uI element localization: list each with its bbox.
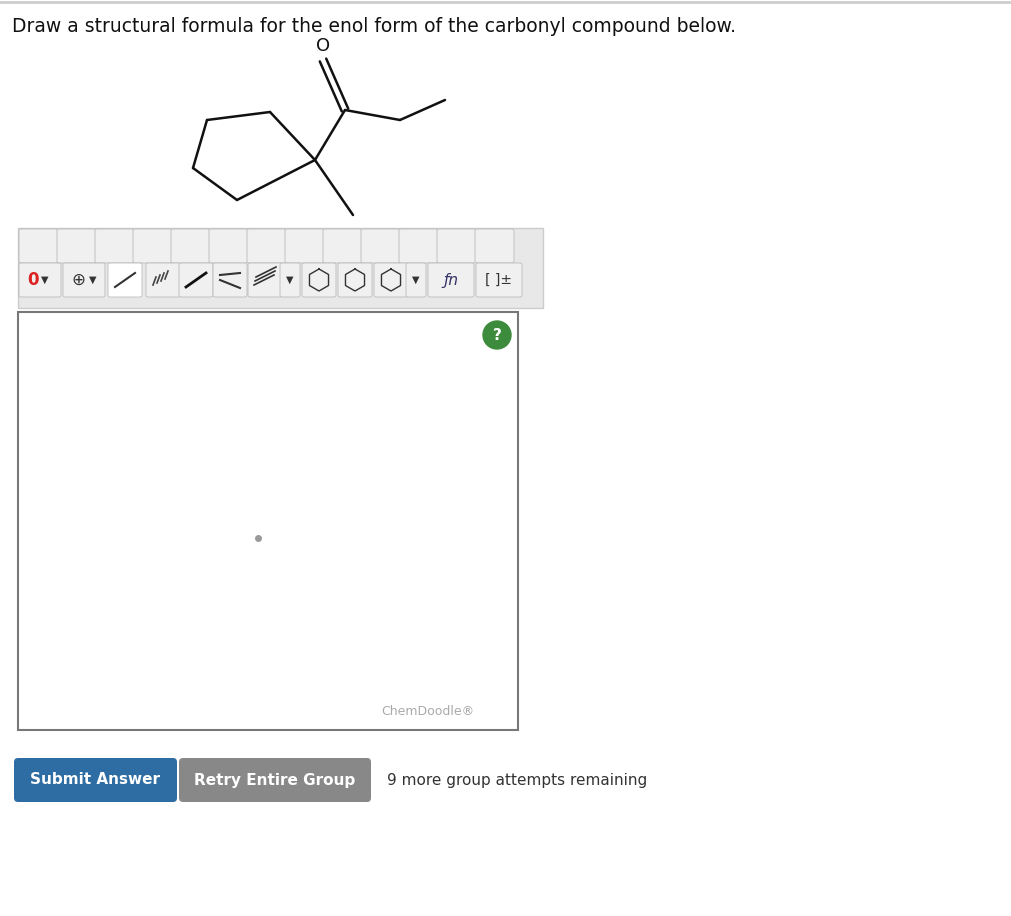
- Text: ƒn: ƒn: [443, 272, 458, 288]
- FancyBboxPatch shape: [57, 229, 96, 263]
- FancyBboxPatch shape: [285, 229, 324, 263]
- FancyBboxPatch shape: [428, 263, 473, 297]
- Text: ChemDoodle®: ChemDoodle®: [381, 705, 474, 718]
- FancyBboxPatch shape: [405, 263, 426, 297]
- FancyBboxPatch shape: [209, 229, 248, 263]
- Text: ?: ?: [492, 328, 500, 343]
- FancyBboxPatch shape: [474, 229, 514, 263]
- FancyBboxPatch shape: [171, 229, 210, 263]
- Bar: [18, 312, 518, 730]
- Text: ⊕: ⊕: [71, 271, 85, 289]
- FancyBboxPatch shape: [398, 229, 438, 263]
- FancyBboxPatch shape: [95, 229, 133, 263]
- FancyBboxPatch shape: [437, 229, 475, 263]
- FancyBboxPatch shape: [475, 263, 522, 297]
- FancyBboxPatch shape: [361, 229, 399, 263]
- FancyBboxPatch shape: [132, 229, 172, 263]
- Text: Draw a structural formula for the enol form of the carbonyl compound below.: Draw a structural formula for the enol f…: [12, 16, 735, 36]
- FancyBboxPatch shape: [179, 758, 371, 802]
- FancyBboxPatch shape: [108, 263, 142, 297]
- FancyBboxPatch shape: [301, 263, 336, 297]
- FancyBboxPatch shape: [248, 263, 282, 297]
- FancyBboxPatch shape: [19, 229, 58, 263]
- FancyBboxPatch shape: [19, 263, 61, 297]
- Text: Retry Entire Group: Retry Entire Group: [194, 772, 355, 788]
- FancyBboxPatch shape: [179, 263, 212, 297]
- Text: 9 more group attempts remaining: 9 more group attempts remaining: [386, 772, 647, 788]
- FancyBboxPatch shape: [374, 263, 407, 297]
- Bar: [18, 228, 543, 308]
- FancyBboxPatch shape: [280, 263, 299, 297]
- Text: ▼: ▼: [286, 275, 293, 285]
- Text: ▼: ▼: [41, 275, 49, 285]
- FancyBboxPatch shape: [247, 229, 286, 263]
- Text: ▼: ▼: [411, 275, 420, 285]
- FancyBboxPatch shape: [212, 263, 247, 297]
- Text: O: O: [315, 37, 330, 55]
- FancyBboxPatch shape: [63, 263, 105, 297]
- Text: 0: 0: [27, 271, 38, 289]
- Circle shape: [482, 321, 511, 349]
- FancyBboxPatch shape: [14, 758, 177, 802]
- FancyBboxPatch shape: [146, 263, 180, 297]
- FancyBboxPatch shape: [338, 263, 372, 297]
- Text: [ ]±: [ ]±: [485, 273, 512, 287]
- Text: Submit Answer: Submit Answer: [30, 772, 161, 788]
- FancyBboxPatch shape: [323, 229, 362, 263]
- Text: ▼: ▼: [89, 275, 97, 285]
